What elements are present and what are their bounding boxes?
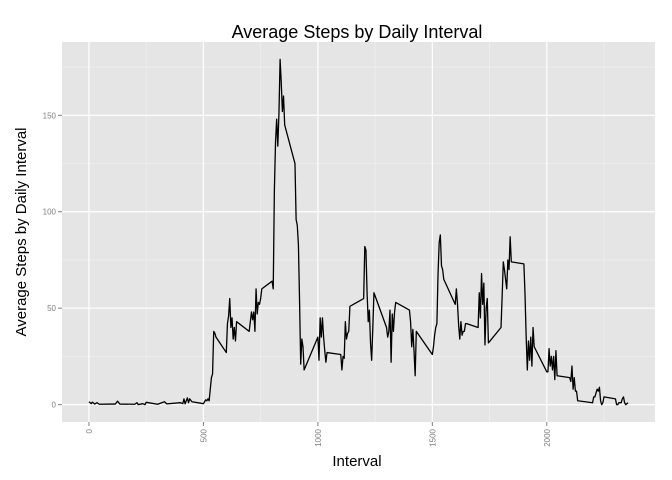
x-tick-label: 0	[85, 428, 94, 433]
y-tick-label: 0	[52, 401, 57, 410]
x-tick-label: 2000	[543, 428, 552, 446]
y-axis-label: Average Steps by Daily Interval	[13, 128, 30, 337]
x-axis-label: Interval	[332, 453, 381, 470]
chart-title: Average Steps by Daily Interval	[232, 22, 483, 42]
panel	[62, 42, 655, 422]
x-tick-label: 1500	[428, 428, 437, 446]
line	[88, 58, 629, 406]
y-tick-label: 150	[43, 111, 57, 120]
x-tick-label: 1000	[314, 428, 323, 446]
y-tick-label: 50	[47, 304, 56, 313]
x-tick-label: 500	[199, 428, 208, 442]
y-tick-label: 100	[43, 208, 57, 217]
